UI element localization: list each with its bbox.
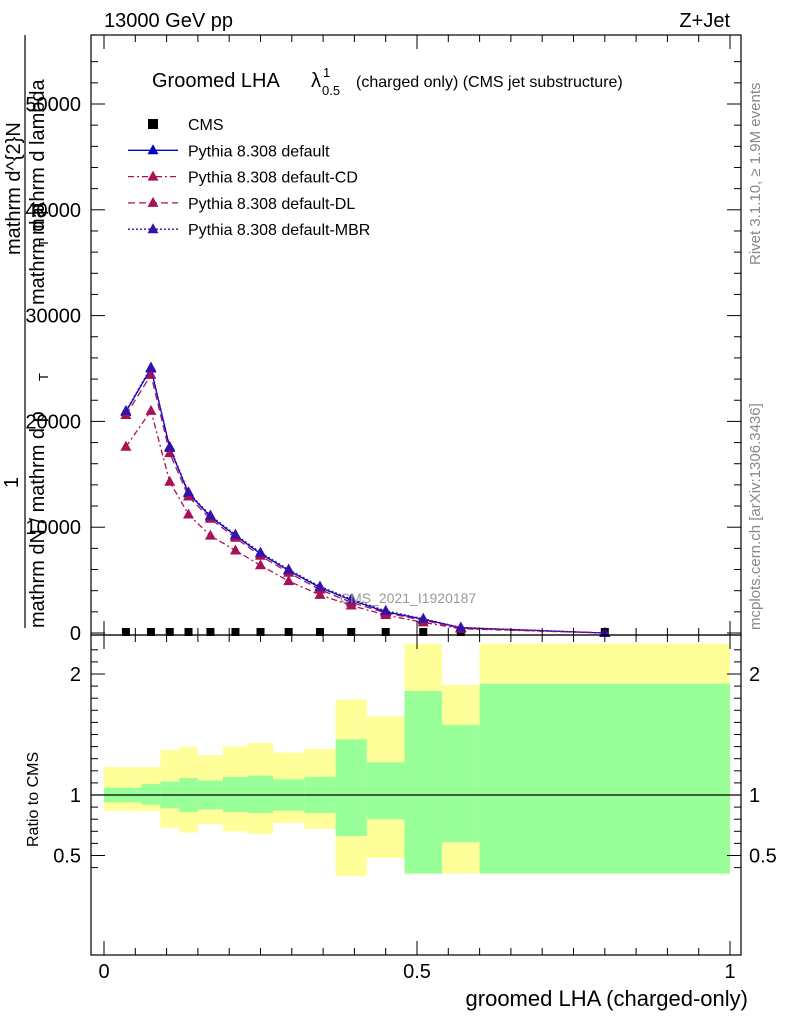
series-marker: [345, 593, 357, 604]
energy-label: 13000 GeV pp: [104, 10, 233, 32]
ratio-y-tick-label: 0.5: [53, 846, 81, 868]
ratio-inner-band: [442, 724, 480, 843]
main-y-tick-label: 40000: [25, 200, 81, 222]
ratio-inner-band: [335, 739, 367, 837]
legend-marker: [147, 196, 159, 207]
cms-data-point: [315, 628, 324, 636]
x-tick-label: 0: [98, 961, 109, 983]
series-marker: [314, 588, 326, 599]
series-marker: [255, 559, 266, 570]
cms-data-point: [284, 628, 293, 636]
ratio-panel: 0.5 0.5 1 1 2 2 0 0.5 1 Ratio to CMS groomed LHA…: [25, 634, 777, 1011]
x-tick-label: 1: [724, 961, 735, 983]
ratio-ticks: 0.5 0.5 1 1 2 2 0 0.5 1: [53, 635, 777, 983]
series-marker: [455, 621, 467, 632]
ratio-y-tick-label-right: 2: [749, 664, 760, 686]
series-line: [125, 365, 605, 634]
cms-data-point: [231, 628, 240, 636]
x-axis-label: groomed LHA (charged-only): [466, 986, 748, 1011]
legend-marker: [147, 223, 159, 234]
legend-label: CMS: [188, 117, 224, 134]
legend-marker: [147, 144, 159, 155]
series-4: [120, 361, 611, 637]
series-marker: [283, 563, 295, 574]
series-marker: [204, 529, 216, 540]
y-axis-label: 1 mathrm dN / mathrm d p T mathrm d^{2}N…: [1, 35, 51, 628]
ratio-y-tick-label-right: 1: [749, 785, 760, 807]
legend-marker: [147, 170, 159, 181]
series-marker: [204, 509, 216, 520]
series-line: [125, 373, 605, 634]
main-panel: 0 10000 20000 30000 40000 50000 Groomed LHA λ…: [1, 34, 742, 645]
cms-data-point: [184, 628, 193, 636]
series-marker: [164, 475, 176, 486]
legend-label: Pythia 8.308 default-MBR: [188, 222, 370, 239]
rivet-label: Rivet 3.1.10, ≥ 1.9M events: [747, 83, 764, 266]
series-marker: [120, 440, 132, 451]
ratio-inner-band: [479, 683, 730, 874]
legend: CMS Pythia 8.308 default Pythia 8.308 defa…: [128, 117, 370, 239]
cms-data-point: [121, 628, 130, 636]
legend-label: Pythia 8.308 default-CD: [188, 170, 358, 187]
ylabel-sub-t2: T: [36, 239, 51, 247]
cms-data-point: [419, 628, 428, 636]
cms-data-point: [347, 628, 356, 636]
series-marker: [183, 508, 195, 519]
main-y-tick-label: 50000: [25, 94, 81, 116]
ratio-y-tick-label-right: 0.5: [749, 846, 777, 868]
cms-data-point: [146, 628, 155, 636]
title-lambda: λ: [311, 70, 321, 92]
ylabel-sub-t1: T: [36, 373, 51, 381]
ratio-inner-band: [404, 690, 443, 874]
series-marker: [120, 404, 132, 415]
ylabel-dlambda: mathrm d lambda: [27, 79, 49, 235]
title-text: Groomed LHA: [152, 70, 280, 92]
ylabel-dpt: mathrm d p: [27, 204, 49, 305]
ratio-inner-band: [141, 784, 161, 805]
main-y-tick-label: 10000: [25, 517, 81, 539]
title-suffix: (charged only) (CMS jet substructure): [356, 74, 623, 91]
ratio-y-tick-label: 1: [70, 785, 81, 807]
series-marker: [164, 447, 176, 458]
main-y-ticks: 0 10000 20000 30000 40000 50000: [25, 35, 741, 645]
ratio-inner-band: [222, 776, 248, 812]
ylabel-one: 1: [1, 477, 23, 488]
cms-data-point: [206, 628, 215, 636]
series-marker: [164, 440, 176, 451]
cms-data-point: [165, 628, 174, 636]
title-sup: 1: [323, 65, 330, 80]
series-marker: [314, 580, 326, 591]
ratio-inner-band: [366, 762, 405, 820]
series-marker: [145, 404, 157, 415]
ylabel-mathrm-d2n: mathrm d^{2}N: [3, 122, 25, 255]
series-marker: [145, 368, 157, 379]
legend-marker-cms: [148, 119, 158, 129]
series-marker: [145, 361, 157, 372]
main-y-tick-label: 0: [70, 623, 81, 645]
series-marker: [283, 575, 295, 586]
series-marker: [229, 544, 241, 555]
legend-label: Pythia 8.308 default: [188, 143, 330, 160]
mcplots-label: mcplots.cern.ch [arXiv:1306.3436]: [747, 403, 764, 630]
series-marker: [417, 612, 429, 623]
analysis-watermark: CMS_2021_I1920187: [340, 590, 476, 606]
series-marker: [229, 528, 241, 539]
ratio-inner-band: [247, 775, 274, 814]
main-y-tick-label: 30000: [25, 306, 81, 328]
series-marker: [255, 546, 266, 557]
ylabel-numerator: mathrm dN / mathrm d p: [27, 411, 49, 628]
legend-label: Pythia 8.308 default-DL: [188, 196, 355, 213]
series-marker: [183, 486, 195, 497]
main-y-tick-label: 20000: [25, 411, 81, 433]
ratio-bands: [104, 643, 730, 877]
ratio-y-label: Ratio to CMS: [25, 752, 42, 847]
ratio-y-tick-label: 2: [70, 664, 81, 686]
x-tick-label: 0.5: [403, 961, 431, 983]
series-marker: [380, 604, 392, 615]
plot-title: Groomed LHA λ 1 0.5 (charged only) (CMS …: [152, 65, 623, 98]
title-sub: 0.5: [322, 83, 340, 98]
process-label: Z+Jet: [679, 10, 730, 32]
